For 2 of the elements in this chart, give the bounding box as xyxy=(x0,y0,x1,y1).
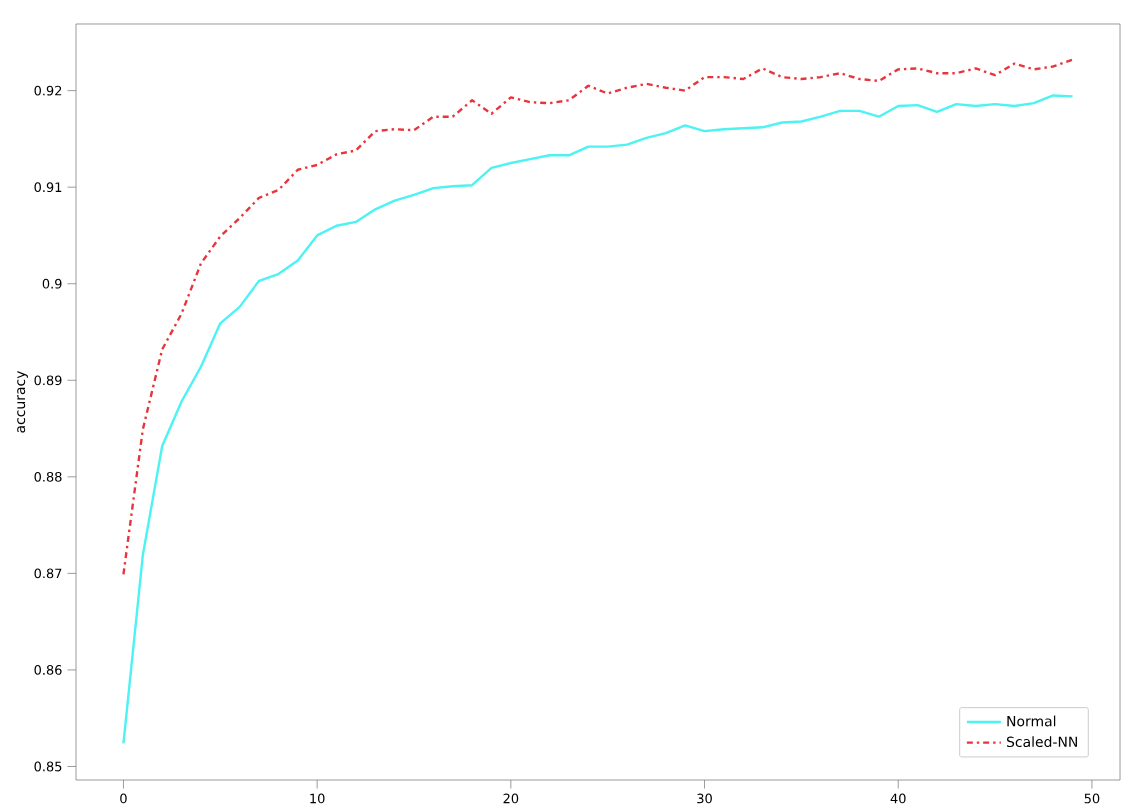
line-series xyxy=(122,58,1074,576)
line-series xyxy=(122,94,1074,745)
